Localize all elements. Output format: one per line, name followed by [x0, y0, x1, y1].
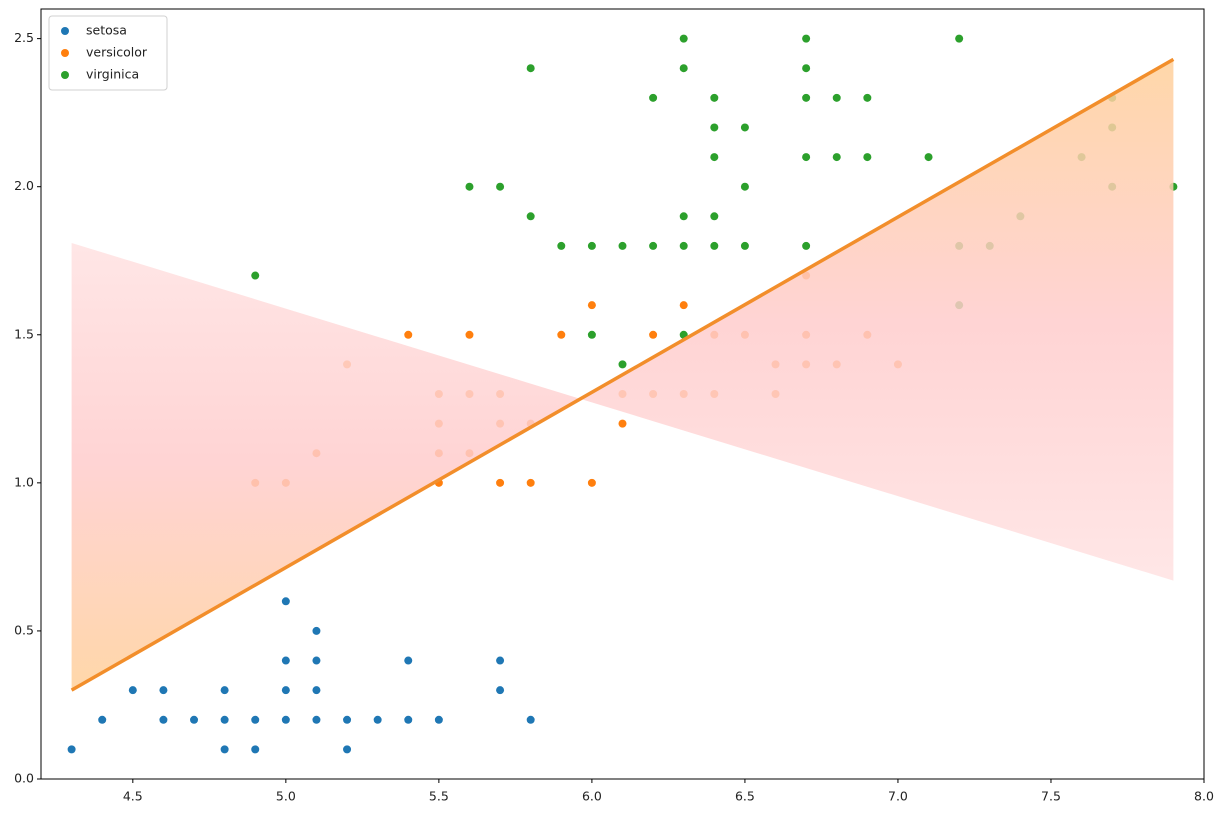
point — [496, 686, 505, 695]
point — [312, 626, 321, 635]
point — [802, 34, 811, 43]
point — [955, 34, 964, 43]
point — [251, 745, 260, 754]
point — [496, 182, 505, 191]
point — [679, 34, 688, 43]
point — [710, 212, 719, 221]
point — [98, 715, 107, 724]
point — [220, 686, 229, 695]
legend-label: virginica — [86, 67, 139, 82]
x-tick-label: 8.0 — [1194, 789, 1214, 804]
point — [220, 745, 229, 754]
x-tick-label: 5.0 — [276, 789, 296, 804]
point — [649, 93, 658, 102]
point — [526, 715, 535, 724]
y-tick-label: 2.0 — [14, 178, 34, 193]
point — [679, 241, 688, 250]
y-tick-label: 1.0 — [14, 474, 34, 489]
point — [863, 93, 872, 102]
legend-box — [48, 15, 168, 91]
point — [404, 656, 413, 665]
point — [618, 241, 627, 250]
point — [679, 301, 688, 310]
point — [159, 715, 168, 724]
point — [526, 478, 535, 487]
point — [281, 656, 290, 665]
point — [281, 686, 290, 695]
point — [312, 656, 321, 665]
point — [251, 715, 260, 724]
point — [343, 745, 352, 754]
point — [220, 715, 229, 724]
point — [159, 686, 168, 695]
y-tick-label: 0.0 — [14, 771, 34, 786]
point — [802, 93, 811, 102]
point — [832, 93, 841, 102]
point — [434, 715, 443, 724]
point — [496, 478, 505, 487]
legend-marker — [61, 27, 69, 35]
point — [924, 153, 933, 162]
point — [710, 123, 719, 132]
point — [404, 715, 413, 724]
x-tick-label: 6.0 — [582, 789, 602, 804]
shade-band — [580, 59, 1174, 581]
legend-label: setosa — [86, 23, 127, 38]
x-tick-label: 7.5 — [1041, 789, 1061, 804]
x-tick-label: 6.5 — [735, 789, 755, 804]
point — [618, 419, 627, 428]
point — [740, 182, 749, 191]
point — [802, 64, 811, 73]
point — [740, 241, 749, 250]
y-tick-label: 2.5 — [14, 30, 34, 45]
legend-marker — [61, 71, 69, 79]
point — [526, 212, 535, 221]
point — [373, 715, 382, 724]
point — [587, 478, 596, 487]
point — [710, 93, 719, 102]
point — [710, 153, 719, 162]
point — [281, 715, 290, 724]
point — [802, 153, 811, 162]
point — [404, 330, 413, 339]
point — [557, 241, 566, 250]
point — [649, 330, 658, 339]
x-tick-label: 7.0 — [888, 789, 908, 804]
point — [740, 123, 749, 132]
point — [832, 153, 841, 162]
point — [128, 686, 137, 695]
x-tick-label: 5.5 — [429, 789, 449, 804]
shade-band — [71, 242, 581, 691]
y-tick-label: 0.5 — [14, 622, 34, 637]
point — [649, 241, 658, 250]
point — [312, 715, 321, 724]
point — [618, 360, 627, 369]
point — [679, 212, 688, 221]
point — [343, 715, 352, 724]
point — [802, 241, 811, 250]
legend-marker — [61, 49, 69, 57]
point — [465, 330, 474, 339]
point — [587, 301, 596, 310]
point — [281, 597, 290, 606]
y-tick-label: 1.5 — [14, 326, 34, 341]
legend-label: versicolor — [86, 45, 148, 60]
point — [587, 241, 596, 250]
point — [251, 271, 260, 280]
point — [312, 686, 321, 695]
x-tick-label: 4.5 — [123, 789, 143, 804]
point — [710, 241, 719, 250]
point — [465, 182, 474, 191]
point — [679, 64, 688, 73]
plot-frame — [40, 8, 1205, 780]
point — [863, 153, 872, 162]
point — [557, 330, 566, 339]
point — [587, 330, 596, 339]
point — [526, 64, 535, 73]
fit-line — [70, 57, 1175, 692]
point — [190, 715, 199, 724]
point — [496, 656, 505, 665]
point — [67, 745, 76, 754]
